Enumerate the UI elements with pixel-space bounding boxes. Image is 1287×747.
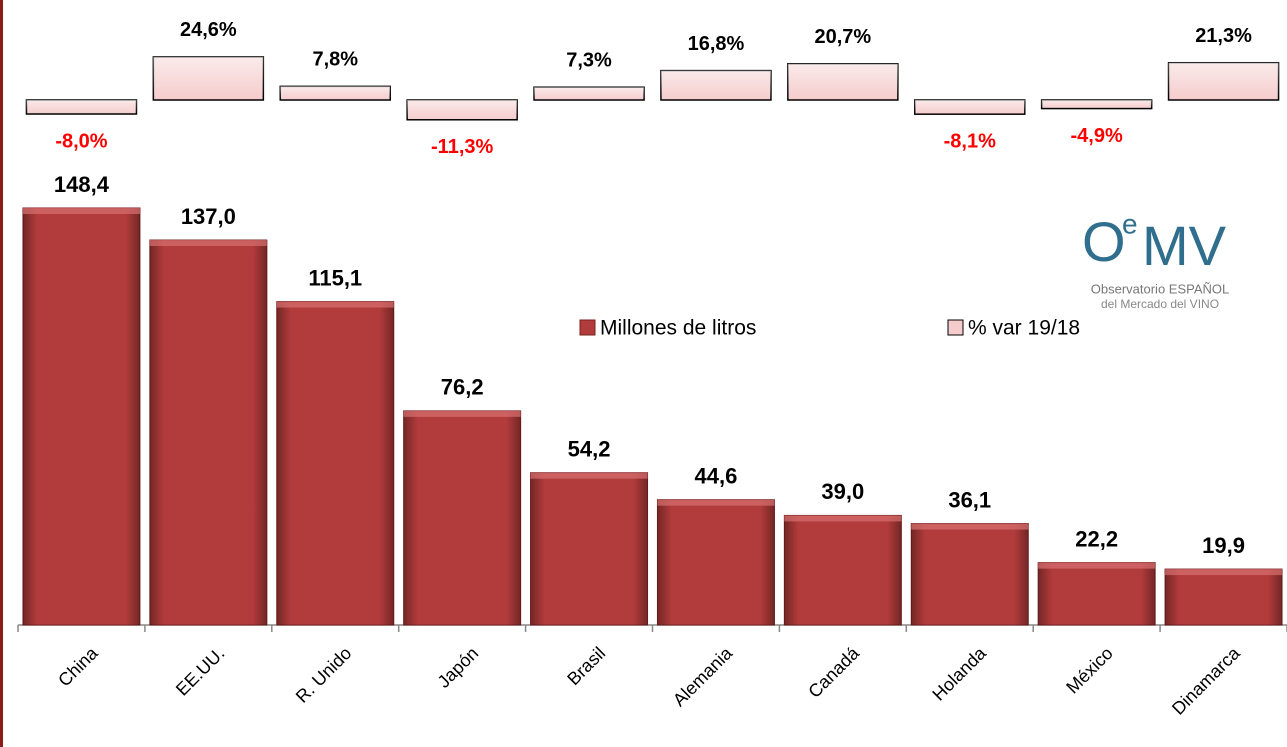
pct-value-label: 20,7% (814, 26, 871, 48)
pct-bar-shine (153, 56, 264, 100)
x-tick-label: Canadá (804, 642, 863, 701)
bar-value-label: 54,2 (568, 437, 611, 462)
pct-value-label: -8,0% (55, 130, 107, 152)
logo-o: O (1082, 210, 1126, 273)
frame-edge (0, 0, 3, 747)
bar-bevel (911, 523, 1029, 530)
bar-bevel (1038, 562, 1156, 569)
bar-value-label: 39,0 (821, 479, 864, 504)
pct-value-label: -4,9% (1071, 125, 1123, 147)
x-tick-label: Brasil (563, 643, 609, 689)
bar-shade (403, 410, 521, 625)
logo-e: e (1122, 208, 1138, 239)
x-tick-label: China (54, 642, 102, 690)
pct-bar-shine (1168, 62, 1279, 100)
bar-bevel (276, 301, 394, 308)
bar-bevel (403, 410, 521, 417)
pct-value-label: 16,8% (688, 33, 745, 55)
legend-label: Millones de litros (600, 317, 756, 340)
bar-value-label: 19,9 (1202, 533, 1245, 558)
pct-bar-shine (407, 100, 518, 120)
pct-bar-shine (280, 86, 391, 100)
bar-shade (657, 499, 775, 625)
pct-value-label: 7,8% (312, 49, 358, 71)
bar-shade (911, 523, 1029, 625)
x-tick-label: EE.UU. (172, 643, 229, 700)
bar-shade (530, 472, 648, 625)
x-tick-label: Alemania (669, 642, 737, 710)
pct-bar-shine (26, 100, 137, 114)
legend-swatch (579, 319, 596, 336)
bar-bevel (530, 472, 648, 479)
pct-value-label: -11,3% (431, 136, 493, 158)
bar-shade (1165, 569, 1283, 625)
pct-value-label: 21,3% (1195, 25, 1252, 47)
bar-value-label: 44,6 (695, 463, 738, 488)
bar-shade (276, 301, 394, 625)
bar-shade (1038, 562, 1156, 625)
bar-bevel (1165, 569, 1283, 576)
pct-bar-shine (1041, 100, 1152, 109)
legend-label: % var 19/18 (968, 317, 1080, 340)
x-tick-label: México (1062, 643, 1116, 697)
bar-value-label: 76,2 (441, 375, 484, 400)
pct-value-label: 7,3% (566, 50, 612, 72)
logo-line2: del Mercado del VINO (1101, 297, 1219, 311)
bar-value-label: 148,4 (54, 172, 110, 197)
pct-value-label: -8,1% (944, 130, 996, 152)
x-tick-label: R. Unido (292, 643, 356, 707)
pct-bar-shine (660, 70, 771, 100)
bar-bevel (149, 240, 267, 247)
bar-value-label: 36,1 (948, 487, 991, 512)
x-tick-label: Japón (434, 643, 483, 692)
bar-value-label: 22,2 (1075, 526, 1118, 551)
bar-shade (149, 240, 267, 625)
bar-bevel (22, 208, 140, 214)
bar-value-label: 115,1 (308, 265, 362, 290)
pct-bar-shine (787, 63, 898, 100)
bar-bevel (784, 515, 902, 522)
x-tick-label: Holanda (928, 642, 990, 704)
bar-shade (22, 208, 140, 625)
pct-bar-shine (534, 87, 645, 100)
legend-swatch (947, 319, 964, 336)
pct-value-label: 24,6% (180, 19, 237, 41)
bar-bevel (657, 499, 775, 506)
bar-shade (784, 515, 902, 625)
logo-mv: MV (1142, 214, 1227, 277)
x-tick-label: Dinamarca (1168, 642, 1244, 718)
logo-line1: Observatorio ESPAÑOL (1091, 281, 1229, 296)
logo: O e MV Observatorio ESPAÑOL del Mercado … (1082, 208, 1229, 311)
bar-value-label: 137,0 (181, 204, 236, 229)
pct-bar-shine (914, 100, 1025, 115)
